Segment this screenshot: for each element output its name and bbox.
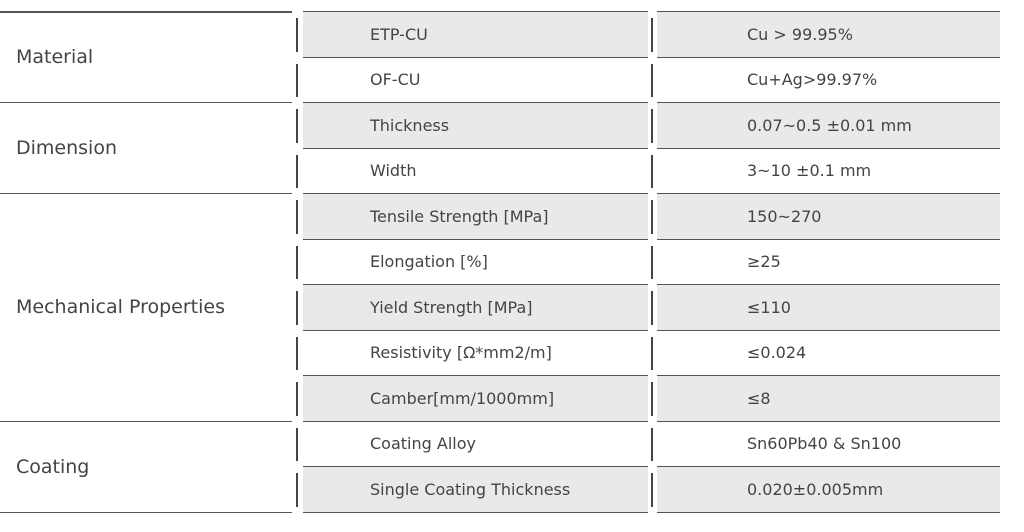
separator xyxy=(651,473,653,507)
separator xyxy=(296,63,298,97)
separator xyxy=(651,154,653,188)
group-label: Coating xyxy=(0,422,292,513)
value-cell: ≥25 xyxy=(657,240,1000,285)
property-cell: Width xyxy=(303,149,648,194)
property-cell: Tensile Strength [MPa] xyxy=(303,194,648,240)
separator xyxy=(651,291,653,325)
separator xyxy=(296,291,298,325)
value-cell: Cu+Ag>99.97% xyxy=(657,58,1000,103)
property-cell: Elongation [%] xyxy=(303,240,648,285)
separator xyxy=(651,336,653,370)
separator xyxy=(651,109,653,143)
group-label: Dimension xyxy=(0,103,292,194)
separator xyxy=(651,18,653,52)
property-cell: Resistivity [Ω*mm2/m] xyxy=(303,331,648,376)
value-cell: 3~10 ±0.1 mm xyxy=(657,149,1000,194)
value-cell: ≤110 xyxy=(657,285,1000,331)
separator xyxy=(296,382,298,416)
separator xyxy=(296,473,298,507)
separator xyxy=(651,200,653,234)
separator xyxy=(296,109,298,143)
top-border xyxy=(0,11,292,13)
value-cell: 0.020±0.005mm xyxy=(657,467,1000,513)
separator xyxy=(296,336,298,370)
value-cell: ≤0.024 xyxy=(657,331,1000,376)
top-border xyxy=(657,11,1000,13)
value-cell: ≤8 xyxy=(657,376,1000,422)
separator xyxy=(296,154,298,188)
group-label: Material xyxy=(0,12,292,103)
separator xyxy=(651,245,653,279)
separator xyxy=(651,63,653,97)
property-cell: ETP-CU xyxy=(303,12,648,58)
separator xyxy=(296,200,298,234)
property-cell: Thickness xyxy=(303,103,648,149)
separator xyxy=(296,245,298,279)
value-cell: 150~270 xyxy=(657,194,1000,240)
group-label: Mechanical Properties xyxy=(0,194,292,422)
separator xyxy=(296,427,298,461)
separator xyxy=(651,382,653,416)
property-cell: Single Coating Thickness xyxy=(303,467,648,513)
property-cell: OF-CU xyxy=(303,58,648,103)
value-cell: Cu > 99.95% xyxy=(657,12,1000,58)
top-border xyxy=(303,11,648,13)
property-cell: Yield Strength [MPa] xyxy=(303,285,648,331)
separator xyxy=(296,18,298,52)
property-cell: Coating Alloy xyxy=(303,422,648,467)
value-cell: 0.07~0.5 ±0.01 mm xyxy=(657,103,1000,149)
value-cell: Sn60Pb40 & Sn100 xyxy=(657,422,1000,467)
property-cell: Camber[mm/1000mm] xyxy=(303,376,648,422)
separator xyxy=(651,427,653,461)
